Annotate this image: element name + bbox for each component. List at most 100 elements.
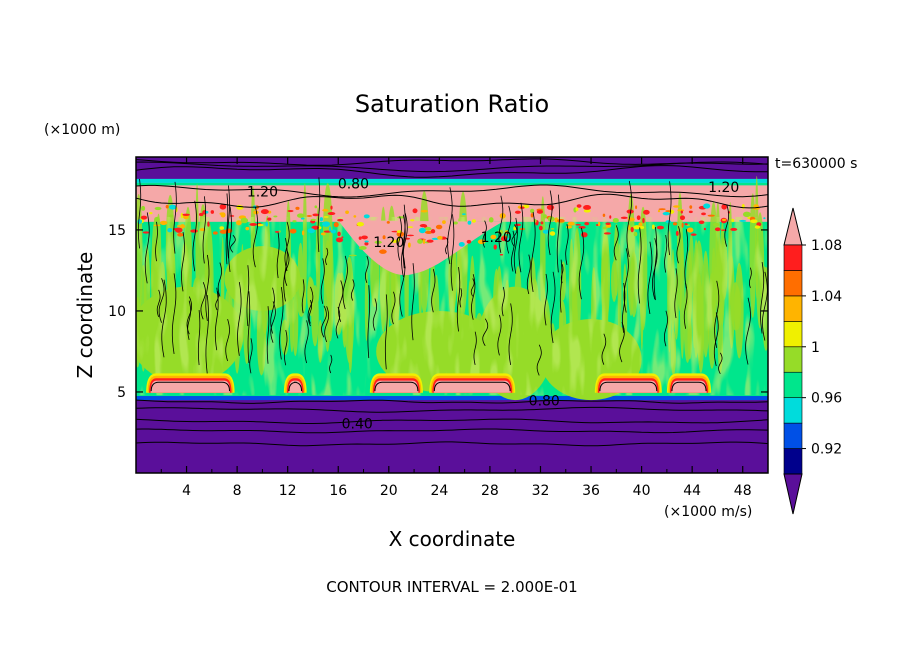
colorbar-tick-label: 1 [811, 340, 820, 356]
boundary-speckle [530, 213, 534, 218]
x-tick-label: 36 [582, 483, 600, 499]
contour-line [136, 161, 768, 173]
cloud-base-dome [429, 373, 516, 393]
boundary-speckle [756, 222, 762, 227]
boundary-speckle [240, 217, 249, 224]
cloud-contour [391, 291, 396, 325]
contour-label: 0.80 [338, 177, 369, 193]
boundary-speckle [404, 237, 411, 240]
cloud-contour [144, 212, 150, 284]
boundary-speckle [190, 229, 198, 233]
plot-area: 0.40 0.80 0.80 1.20 1.20 1.20 1.20 [136, 157, 768, 473]
cloud-contour [626, 180, 633, 257]
cloud-contour [637, 227, 642, 304]
x-tick-label: 32 [532, 483, 550, 499]
contour-label: 1.20 [247, 185, 278, 201]
boundary-speckle [750, 219, 758, 224]
y-axis: 5 10 15 [108, 223, 768, 401]
chart-title: Saturation Ratio [355, 90, 549, 118]
cloud-contour [317, 177, 321, 253]
cloud-contour [321, 305, 327, 338]
cloud-contour [713, 312, 719, 367]
colorbar-bottom-triangle [783, 473, 803, 515]
contour-line [136, 399, 768, 404]
cloud-contour [284, 249, 290, 286]
cloud-contour [372, 298, 377, 331]
boundary-speckle [742, 211, 751, 218]
boundary-speckle [658, 208, 666, 211]
boundary-speckle [330, 205, 333, 210]
boundary-speckle [689, 205, 693, 209]
boundary-speckle [514, 223, 522, 227]
cloud-base-dome [666, 373, 712, 393]
y-tick-label: 15 [108, 223, 126, 239]
boundary-speckle [310, 218, 317, 221]
boundary-speckle [323, 216, 329, 218]
boundary-speckle [466, 239, 472, 244]
cloud-contour [399, 251, 406, 317]
cloud-contour [284, 221, 290, 272]
cloud-contour [187, 300, 192, 340]
boundary-speckle [219, 229, 228, 234]
boundary-speckle [442, 220, 446, 224]
boundary-speckle [330, 229, 337, 234]
boundary-speckle [477, 239, 486, 245]
cloud-contour [205, 254, 210, 322]
boundary-speckle [358, 245, 367, 250]
dome-layer [433, 380, 511, 393]
boundary-speckle [245, 226, 250, 231]
boundary-speckle [253, 210, 259, 215]
x-axis: 4 8 12 16 20 24 28 32 36 40 44 48 [160, 157, 752, 499]
boundary-speckle [630, 226, 634, 233]
boundary-speckle [609, 215, 612, 219]
boundary-speckle [633, 225, 641, 230]
boundary-speckle [488, 217, 494, 223]
cloud-contour [324, 306, 329, 343]
cloud-contour [226, 185, 230, 259]
boundary-speckle [679, 215, 686, 221]
dome-layer [150, 380, 231, 393]
boundary-speckle [169, 214, 174, 218]
contour-line [136, 441, 768, 447]
boundary-speckle [605, 222, 611, 226]
cloud-contour [320, 258, 325, 304]
dome-layer [599, 380, 658, 393]
dome-layer [374, 380, 419, 393]
boundary-speckle [159, 220, 168, 226]
cloud-contour [192, 200, 197, 272]
boundary-speckle [540, 221, 544, 225]
boundary-speckle [602, 226, 608, 230]
boundary-speckle [490, 234, 497, 240]
boundary-speckle [754, 225, 761, 229]
boundary-speckle [739, 219, 747, 222]
cloud-contour [365, 255, 369, 283]
boundary-speckle [260, 209, 269, 215]
boundary-speckle [701, 212, 706, 216]
contour-line [136, 406, 768, 413]
cloud-contour [181, 231, 185, 292]
x-tick-label: 24 [430, 483, 448, 499]
dry-layer-lower [136, 398, 768, 473]
cloud-contour [215, 290, 219, 311]
boundary-speckle [329, 226, 332, 232]
cloud-contour [249, 338, 253, 374]
contour-labels: 0.40 0.80 0.80 1.20 1.20 1.20 1.20 [247, 177, 740, 433]
cloud-contour [647, 241, 653, 314]
boundary-speckle [665, 220, 672, 224]
boundary-speckle [168, 204, 177, 210]
x-tick-label: 8 [233, 483, 242, 499]
boundary-speckle [643, 209, 650, 215]
boundary-speckle [165, 204, 169, 209]
y-unit-label: (×1000 m) [44, 122, 120, 138]
boundary-speckle [390, 239, 399, 243]
x-tick-label: 12 [279, 483, 297, 499]
cloud-contour [714, 280, 720, 348]
boundary-speckle [296, 213, 305, 218]
cloud-contour [252, 206, 259, 268]
cloud-contour [651, 238, 658, 300]
boundary-speckle [256, 223, 264, 227]
boundary-speckle [673, 205, 680, 208]
cloud-contour [684, 229, 689, 289]
cloud-contour [402, 204, 406, 269]
cloud-contour [664, 234, 668, 273]
